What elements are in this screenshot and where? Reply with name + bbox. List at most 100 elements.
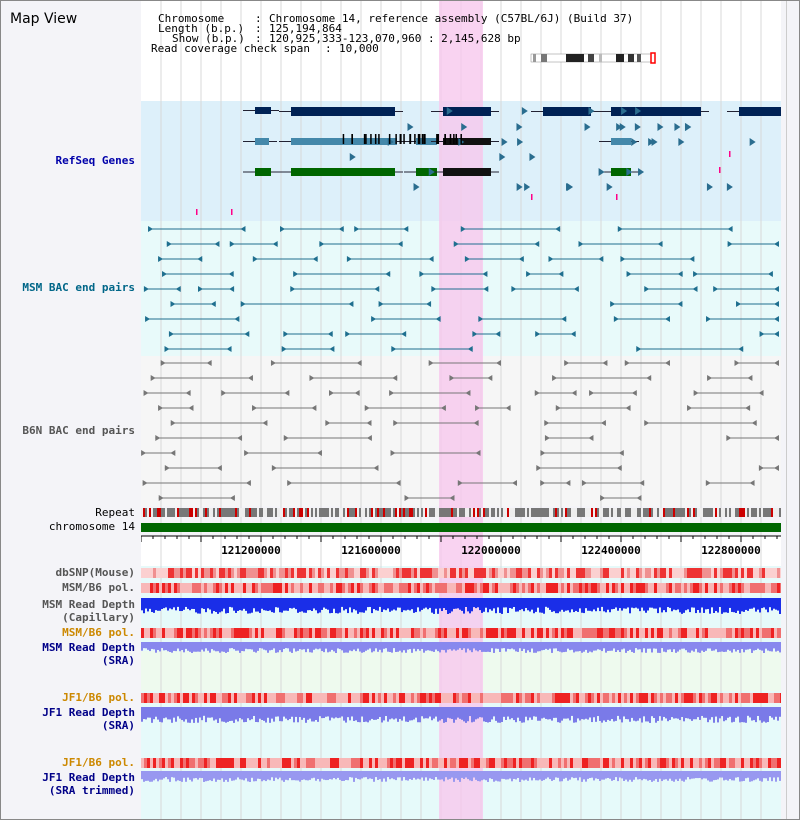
- msm-depth-capillary-bar: [487, 598, 489, 613]
- jf1-depth-trim-bar: [539, 771, 541, 780]
- msm-b6-pol-sra-cell: [453, 628, 456, 638]
- jf1-b6-pol-cell: [273, 693, 276, 703]
- jf1-depth-trim-bar: [245, 771, 247, 779]
- msm-depth-sra-bar: [569, 642, 571, 651]
- jf1-depth-sra-bar: [367, 707, 369, 723]
- msm-depth-capillary-bar: [693, 598, 695, 608]
- repeat-cell: [603, 508, 605, 517]
- msm-b6-pol-sra-cell: [573, 628, 576, 638]
- jf1-depth-trim-bar: [243, 771, 245, 781]
- jf1-depth-trim-bar: [665, 771, 667, 780]
- genome-plot-canvas[interactable]: 121200000 121600000 122000000 122400000 1228…: [140, 1, 789, 819]
- vertical-scrollbar[interactable]: [786, 1, 799, 819]
- msm-b6-pol-sra-cell: [618, 628, 621, 638]
- repeat-cell: [737, 508, 739, 517]
- jf1-depth-sra-bar: [519, 707, 521, 722]
- msm-depth-sra-bar: [621, 642, 623, 650]
- msm-depth-capillary-bar: [663, 598, 665, 611]
- jf1-b6-pol-cell: [174, 693, 177, 703]
- msm-depth-capillary-bar: [355, 598, 357, 611]
- msm-b6-pol-cell: [510, 583, 513, 593]
- msm-b6-pol-sra-cell: [534, 628, 537, 638]
- msm-depth-sra-bar: [315, 642, 317, 649]
- dbsnp-cell: [720, 568, 723, 578]
- length-sep: :: [255, 22, 262, 35]
- repeat-cell: [391, 508, 393, 517]
- msm-b6-pol-sra-cell: [546, 628, 549, 638]
- msm-b6-pol-cell: [216, 583, 219, 593]
- msm-bac-pair-end: [727, 241, 733, 247]
- track-label-b6n-bac[interactable]: B6N BAC end pairs: [22, 424, 135, 437]
- msm-b6-pol-sra-cell: [216, 628, 219, 638]
- repeat-cell: [363, 508, 365, 517]
- dbsnp-cell: [285, 568, 288, 578]
- msm-depth-sra-bar: [747, 642, 749, 650]
- b6n-bac-pair-end: [457, 480, 463, 486]
- msm-b6-pol-cell: [774, 583, 777, 593]
- msm-bac-pair-end: [610, 301, 616, 307]
- jf1-b6-pol-cell: [405, 693, 408, 703]
- msm-depth-capillary-bar: [755, 598, 757, 612]
- b6n-bac-pair-end: [270, 360, 276, 366]
- b6n-bac-pair-end: [141, 450, 147, 456]
- msm-b6-pol-sra-cell: [702, 628, 705, 638]
- jf1-b6-pol-trim-cell: [657, 758, 660, 768]
- msm-b6-pol-sra-cell: [708, 628, 711, 638]
- msm-depth-sra-bar: [295, 642, 297, 652]
- dbsnp-cell: [528, 568, 531, 578]
- repeat-cell: [325, 508, 327, 517]
- dbsnp-cell: [726, 568, 729, 578]
- repeat-cell: [437, 508, 439, 517]
- gene-strand-arrow: [631, 138, 638, 146]
- genome-plot[interactable]: 121200000 121600000 122000000 122400000 1228…: [140, 1, 789, 819]
- dbsnp-cell: [504, 568, 507, 578]
- msm-bac-pair-end: [738, 346, 744, 352]
- track-label-msm-bac[interactable]: MSM BAC end pairs: [22, 281, 135, 294]
- msm-b6-pol-cell: [381, 583, 384, 593]
- msm-depth-capillary-bar: [589, 598, 591, 611]
- msm-depth-capillary-bar: [377, 598, 379, 611]
- msm-depth-sra-bar: [171, 642, 173, 653]
- msm-b6-pol-sra-cell: [285, 628, 288, 638]
- msm-depth-capillary-bar: [297, 598, 299, 613]
- jf1-b6-pol-trim-cell: [276, 758, 279, 768]
- msm-depth-sra-bar: [719, 642, 721, 652]
- msm-depth-sra-bar: [669, 642, 671, 650]
- msm-b6-pol-sra-cell: [654, 628, 657, 638]
- jf1-b6-pol-trim-cell: [348, 758, 351, 768]
- repeat-cell: [695, 508, 697, 517]
- dbsnp-cell: [561, 568, 564, 578]
- msm-b6-pol-cell: [318, 583, 321, 593]
- jf1-b6-pol-trim-cell: [369, 758, 372, 768]
- axis-tick-label: 122800000: [701, 544, 761, 557]
- msm-depth-sra-bar: [339, 642, 341, 650]
- jf1-depth-sra-bar: [627, 707, 629, 720]
- gene-strand-arrow: [706, 183, 713, 191]
- jf1-depth-trim-bar: [247, 771, 249, 782]
- jf1-depth-trim-bar: [195, 771, 197, 779]
- jf1-b6-pol-cell: [390, 693, 393, 703]
- msm-depth-capillary-bar: [199, 598, 201, 614]
- jf1-b6-pol-trim-cell: [759, 758, 762, 768]
- dbsnp-cell: [381, 568, 384, 578]
- length-value: 125,194,864: [269, 22, 342, 35]
- repeat-cell: [457, 508, 459, 517]
- repeat-cell: [561, 508, 563, 517]
- jf1-depth-trim-bar: [655, 771, 657, 780]
- repeat-cell: [447, 508, 449, 517]
- jf1-depth-trim-bar: [259, 771, 261, 779]
- msm-b6-pol-cell: [690, 583, 693, 593]
- jf1-depth-trim-bar: [473, 771, 475, 778]
- jf1-depth-sra-bar: [427, 707, 429, 719]
- jf1-depth-trim-bar: [721, 771, 723, 778]
- jf1-depth-sra-bar: [447, 707, 449, 718]
- repeat-cell: [553, 508, 555, 517]
- msm-b6-pol-sra-cell: [231, 628, 234, 638]
- msm-b6-pol-sra-cell: [321, 628, 324, 638]
- track-label-refseq[interactable]: RefSeq Genes: [55, 154, 135, 167]
- msm-b6-pol-cell: [735, 583, 738, 593]
- msm-b6-pol-cell: [459, 583, 462, 593]
- msm-depth-sra-bar: [689, 642, 691, 653]
- msm-depth-sra-bar: [761, 642, 763, 651]
- jf1-depth-trim-bar: [361, 771, 363, 779]
